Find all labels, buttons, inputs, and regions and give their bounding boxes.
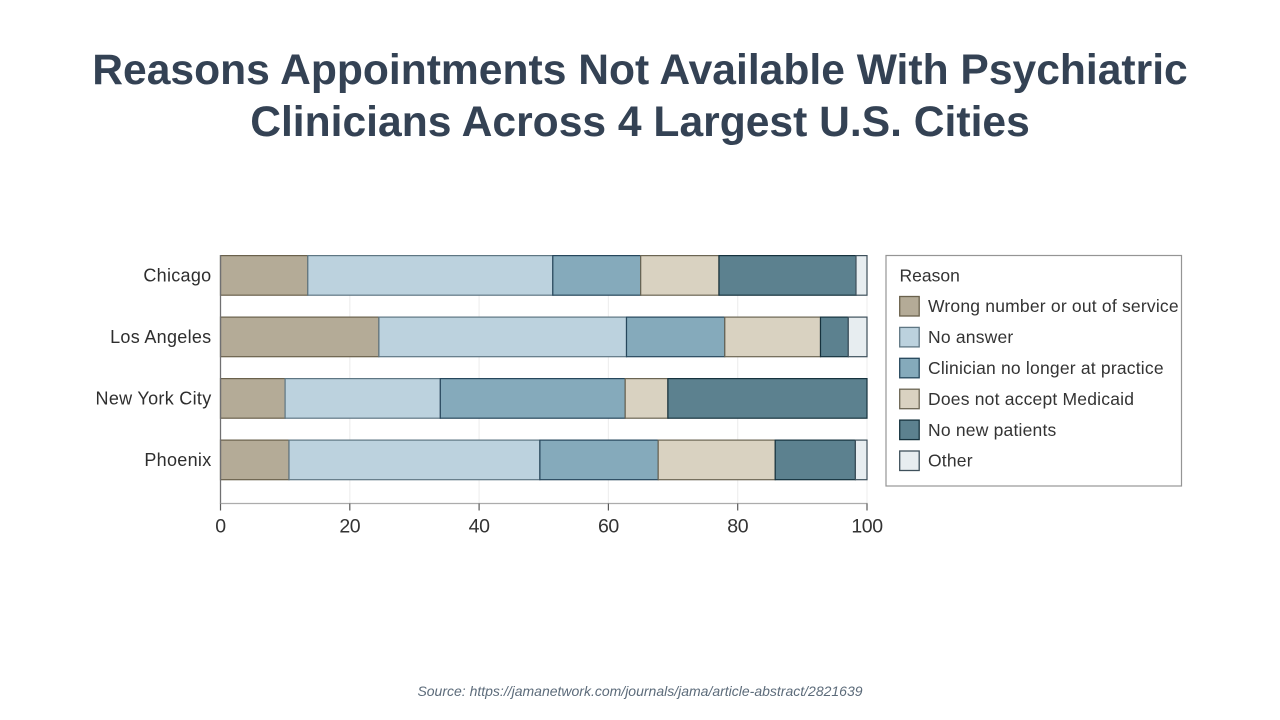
svg-text:Reason: Reason [900,266,960,286]
svg-text:Does not accept Medicaid: Does not accept Medicaid [928,389,1134,409]
svg-text:No answer: No answer [928,327,1013,347]
svg-text:No new patients: No new patients [928,420,1057,440]
svg-text:40: 40 [469,516,490,538]
svg-text:Wrong number or out of service: Wrong number or out of service [928,296,1179,316]
svg-text:New York City: New York City [96,388,212,408]
svg-text:Other: Other [928,451,973,471]
svg-text:0: 0 [215,516,226,538]
svg-text:Phoenix: Phoenix [144,450,211,470]
svg-text:80: 80 [727,516,748,538]
svg-text:Chicago: Chicago [143,265,211,285]
svg-text:Los Angeles: Los Angeles [110,327,211,347]
svg-text:60: 60 [598,516,619,538]
svg-text:100: 100 [851,516,883,538]
svg-text:Clinician no longer at practic: Clinician no longer at practice [928,358,1164,378]
svg-text:20: 20 [339,516,360,538]
